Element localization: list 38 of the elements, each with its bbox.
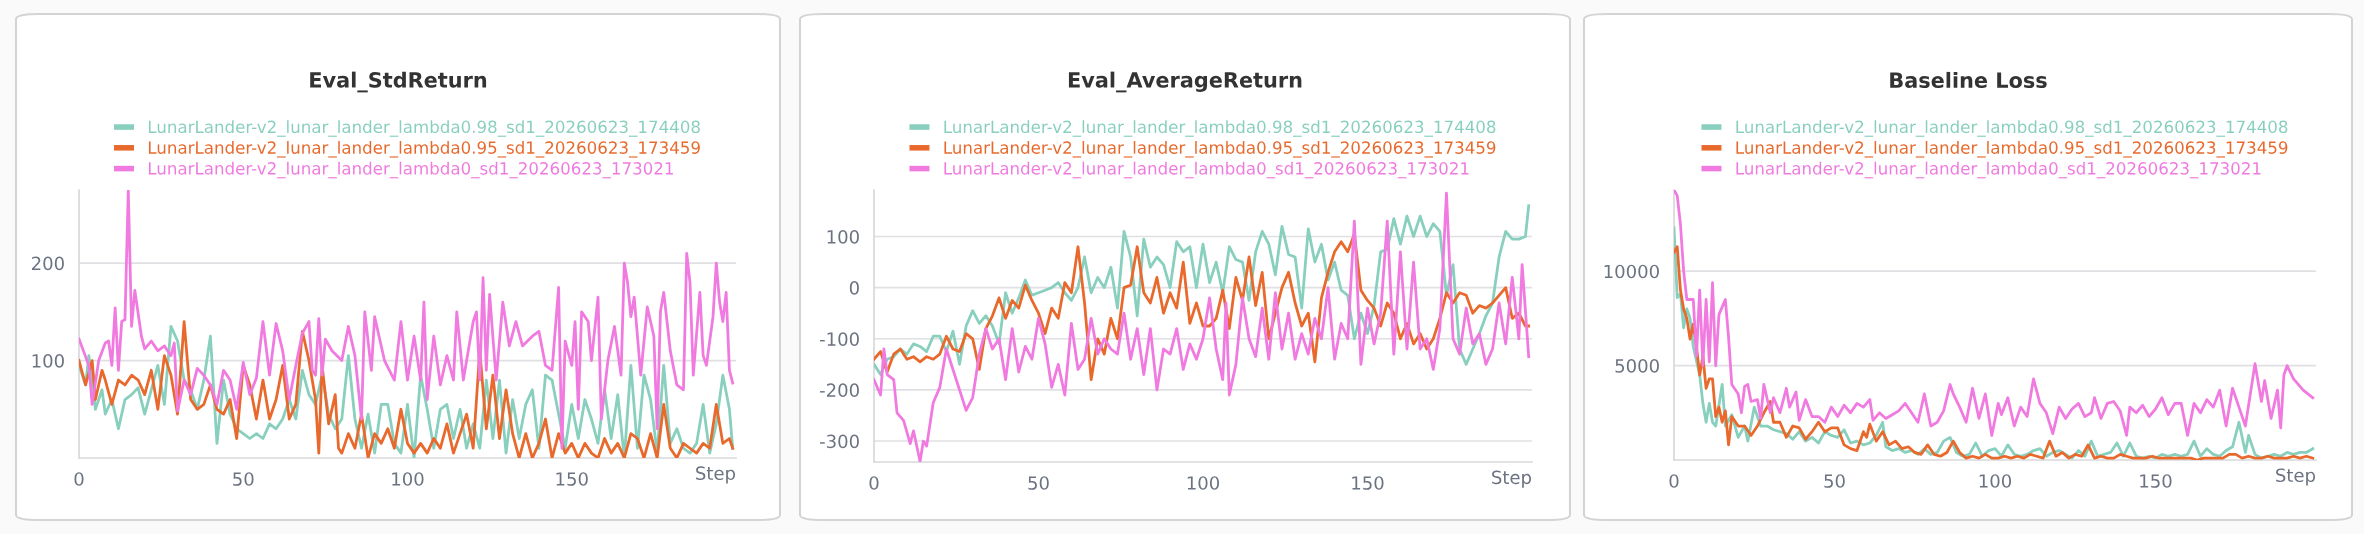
x-axis-title: Step — [1492, 470, 1532, 488]
x-axis-title: Step — [696, 466, 736, 484]
legend-label: LunarLander-v2_lunar_lander_lambda0.98_sd1_20260623_174408 — [944, 120, 1496, 137]
legend-label: LunarLander-v2_lunar_lander_lambda0.95_sd1_20260623_173459 — [148, 140, 700, 158]
x-tick-label: 0 — [1669, 474, 1679, 488]
x-tick-label: 100 — [1187, 476, 1220, 490]
x-tick-label: 100 — [1979, 474, 2012, 488]
y-tick-label: 0 — [849, 281, 859, 295]
chart-title: Baseline Loss — [1890, 71, 2047, 89]
legend-label: LunarLander-v2_lunar_lander_lambda0.95_sd1_20260623_173459 — [1736, 140, 2288, 158]
y-tick-label: -200 — [820, 383, 859, 398]
y-tick-label: -100 — [820, 332, 859, 346]
legend-label: LunarLander-v2_lunar_lander_lambda0.98_sd1_20260623_174408 — [1736, 120, 2288, 137]
x-tick-label: 50 — [1824, 474, 1845, 488]
chart-title: Eval_StdReturn — [310, 71, 487, 93]
y-tick-label: 100 — [827, 229, 859, 244]
x-tick-label: 50 — [1028, 476, 1049, 490]
x-tick-label: 0 — [74, 472, 84, 486]
chart-title: Eval_AverageReturn — [1068, 71, 1302, 93]
legend-label: LunarLander-v2_lunar_lander_lambda0.98_sd1_20260623_174408 — [148, 120, 700, 137]
legend-label: LunarLander-v2_lunar_lander_lambda0.95_sd1_20260623_173459 — [944, 140, 1496, 158]
x-tick-label: 150 — [2140, 474, 2172, 488]
legend-label: LunarLander-v2_lunar_lander_lambda0_sd1_20260623_173021 — [944, 161, 1469, 179]
line-series — [874, 191, 1531, 462]
y-tick-label: 5000 — [1615, 359, 1659, 373]
y-tick-label: -300 — [820, 434, 859, 449]
legend-label: LunarLander-v2_lunar_lander_lambda0_sd1_20260623_173021 — [1736, 161, 2261, 179]
x-tick-label: 150 — [556, 472, 588, 486]
line-series — [1674, 190, 2315, 437]
legend-label: LunarLander-v2_lunar_lander_lambda0_sd1_20260623_173021 — [148, 161, 673, 179]
y-tick-label: 10000 — [1604, 264, 1659, 279]
line-series — [79, 190, 735, 450]
x-tick-label: 150 — [1352, 476, 1384, 490]
x-tick-label: 100 — [392, 472, 424, 486]
y-tick-label: 200 — [31, 256, 64, 271]
x-tick-label: 50 — [233, 472, 254, 486]
x-axis-title: Step — [2276, 468, 2316, 486]
x-tick-label: 0 — [869, 476, 879, 490]
